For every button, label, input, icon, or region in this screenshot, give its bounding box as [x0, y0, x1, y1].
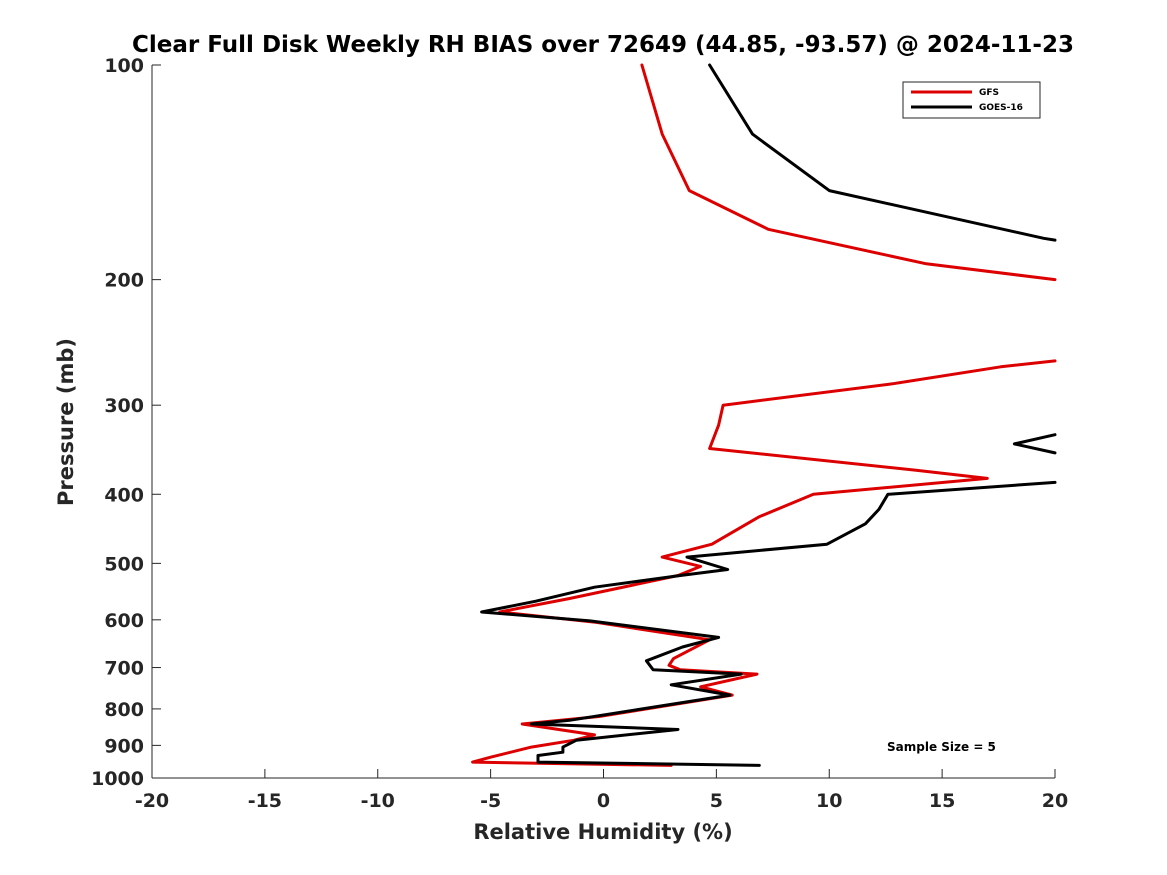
x-tick-label: 10	[816, 790, 842, 812]
plot-area	[152, 65, 1055, 778]
series-line-goes-16-2	[480, 480, 1057, 767]
series-layer	[471, 63, 1057, 767]
x-tick-label: 15	[929, 790, 955, 812]
x-ticks: -20 -15 -10 -5 0 5 10 15 20	[135, 769, 1068, 812]
y-tick-label: 400	[104, 484, 144, 506]
y-tick-label: 100	[104, 55, 144, 77]
x-tick-label: -15	[248, 790, 282, 812]
x-tick-label: 0	[597, 790, 610, 812]
y-axis-label: Pressure (mb)	[54, 338, 78, 506]
y-ticks: 100 200 300 400 500 600 700 800 900 1000	[91, 55, 161, 790]
series-line-goes-16-1	[1012, 433, 1057, 455]
series-line-gfs-0	[640, 63, 1057, 282]
legend: GFS GOES-16	[902, 81, 1041, 119]
y-tick-label: 600	[104, 610, 144, 632]
y-tick-label: 200	[104, 270, 144, 292]
x-tick-label: 5	[710, 790, 723, 812]
x-tick-label: 20	[1042, 790, 1068, 812]
x-axis-label: Relative Humidity (%)	[473, 820, 732, 844]
series-line-goes-16-0	[708, 63, 1057, 242]
legend-label-gfs: GFS	[979, 88, 999, 98]
x-tick-label: -10	[361, 790, 395, 812]
y-tick-label: 500	[104, 553, 144, 575]
y-tick-label: 700	[104, 658, 144, 680]
y-tick-label: 300	[104, 395, 144, 417]
chart-title: Clear Full Disk Weekly RH BIAS over 7264…	[132, 32, 1074, 58]
x-tick-label: -20	[135, 790, 169, 812]
legend-box	[902, 81, 1041, 119]
legend-label-goes-16: GOES-16	[979, 103, 1023, 113]
y-tick-label: 1000	[91, 768, 144, 790]
y-tick-label: 800	[104, 699, 144, 721]
y-tick-label: 900	[104, 735, 144, 757]
sample-size-annotation: Sample Size = 5	[887, 740, 996, 754]
x-tick-label: -5	[480, 790, 501, 812]
